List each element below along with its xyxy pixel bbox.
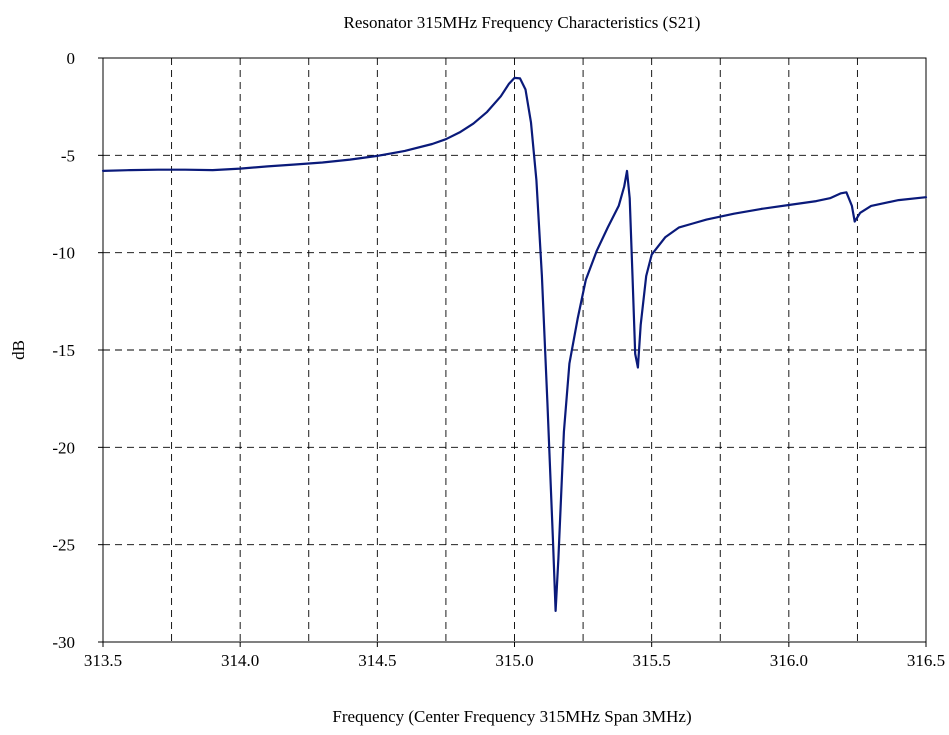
x-tick-label: 313.5 [84,651,122,670]
y-tick-label: -10 [52,244,75,263]
x-tick-label: 315.0 [495,651,533,670]
y-tick-label: -15 [52,341,75,360]
x-tick-label: 314.5 [358,651,396,670]
y-tick-label: -30 [52,633,75,652]
x-tick-label: 315.5 [633,651,671,670]
y-tick-label: 0 [67,49,76,68]
y-tick-label: -20 [52,438,75,457]
s21-response-line [101,76,928,612]
chart-title: Resonator 315MHz Frequency Characteristi… [344,13,701,32]
grid-lines [103,58,926,642]
x-axis-label: Frequency (Center Frequency 315MHz Span … [332,707,691,726]
x-tick-label: 314.0 [221,651,259,670]
axis-ticks: 0 -5 -10 -15 -20 -25 -30 313.5 314.0 314.5 315.0 31… [52,49,945,670]
x-tick-label: 316.0 [770,651,808,670]
y-tick-label: -25 [52,536,75,555]
y-axis-label: dB [9,340,28,360]
y-tick-label: -5 [61,146,75,165]
x-tick-label: 316.5 [907,651,945,670]
